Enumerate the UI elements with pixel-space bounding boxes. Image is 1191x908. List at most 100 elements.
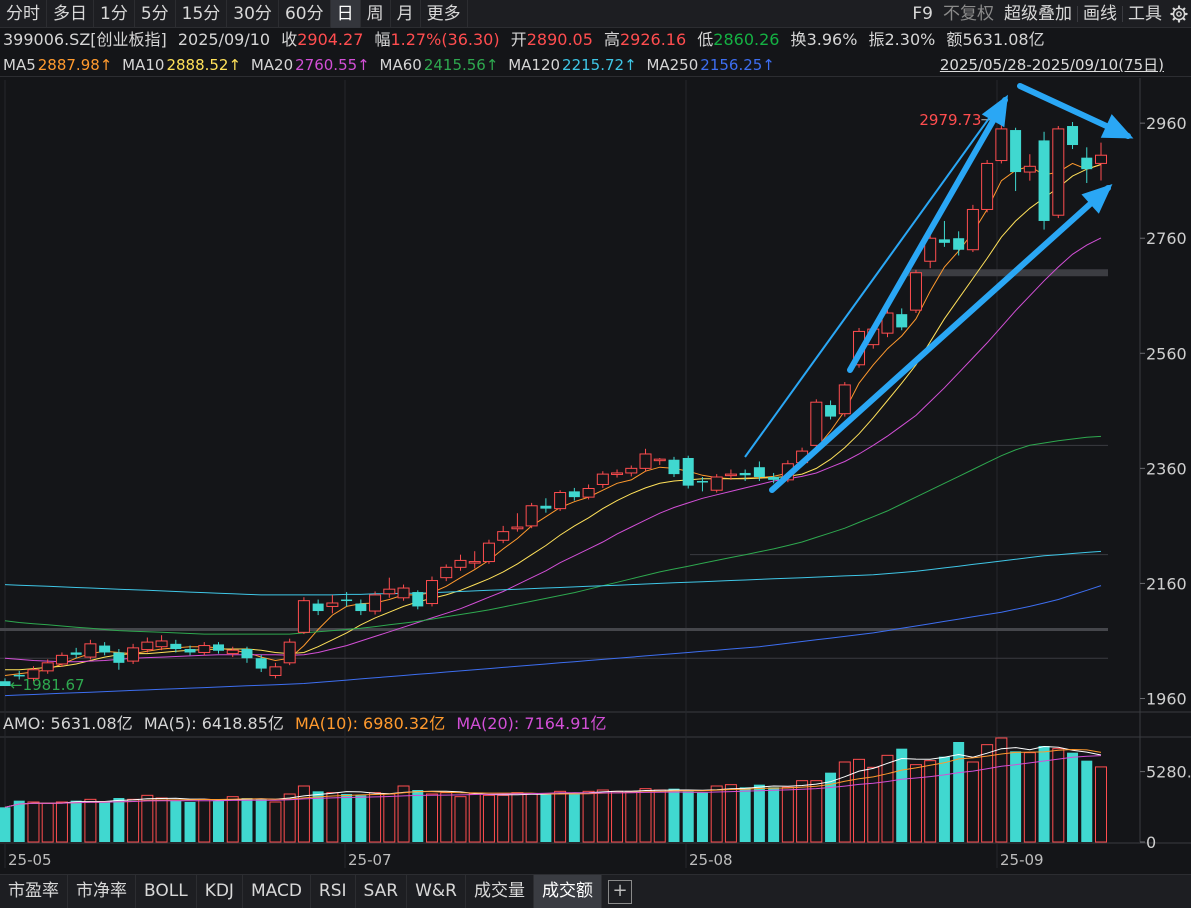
indicator-tab[interactable]: 成交额 [534, 875, 602, 908]
volume-bar [995, 737, 1008, 843]
volume-bar [540, 794, 552, 842]
candle-body [611, 472, 624, 475]
period-tab[interactable]: 5分 [135, 0, 176, 28]
period-tab[interactable]: 15分 [176, 0, 228, 28]
volume-bar [596, 789, 609, 843]
right-tools: F9 不复权 超级叠加 画线 工具 [907, 0, 1191, 28]
candle-body [369, 594, 382, 612]
close-label: 收 [281, 30, 298, 49]
f9-button[interactable]: F9 [912, 4, 933, 24]
period-tab[interactable]: 分时 [0, 0, 47, 28]
indicator-tab[interactable]: SAR [356, 875, 408, 908]
volume-bar [1023, 752, 1036, 843]
period-tab[interactable]: 多日 [47, 0, 94, 28]
candle-body [27, 669, 40, 679]
y-tick-label: 2760 [1146, 229, 1187, 248]
volume-bar [768, 787, 780, 842]
volume-ma10-line [4, 748, 1102, 808]
super-overlay-button[interactable]: 超级叠加 [1004, 4, 1072, 24]
high-value: 2926.16 [620, 30, 687, 49]
adjust-toggle[interactable]: 不复权 [943, 4, 994, 24]
ma120-value: 2215.72↑ [562, 56, 637, 74]
volume-bar [896, 748, 908, 842]
volume-bar [724, 784, 737, 843]
ma5-label: MA5 [3, 56, 36, 74]
volume-bar [170, 800, 182, 842]
volume-bar [525, 793, 538, 843]
kline-chart[interactable]: 25-05 25-07 25-08 25-09 1960 2160 2360 2560 2760… [0, 78, 1191, 874]
indicator-tab[interactable]: 成交量 [466, 875, 534, 908]
candle-body [639, 453, 652, 469]
period-tab[interactable]: 日 [330, 0, 361, 28]
period-tab[interactable]: 周 [361, 0, 391, 28]
candle-body [668, 459, 680, 475]
indicator-tab[interactable]: RSI [311, 875, 356, 908]
indicator-tab[interactable]: 市净率 [68, 875, 136, 908]
amo-ma20: MA(20): 7164.91亿 [456, 714, 607, 733]
volume-bar [312, 791, 324, 842]
volume-bar [938, 756, 950, 842]
ma60-label: MA60 [379, 56, 422, 74]
period-tab[interactable]: 更多 [421, 0, 468, 28]
candle-body [397, 587, 410, 599]
period-tab[interactable]: 60分 [279, 0, 331, 28]
candle-body [981, 162, 994, 210]
candle-body [525, 505, 538, 527]
candle-body [953, 238, 965, 250]
volume-bar [554, 790, 567, 843]
candle-body [70, 652, 82, 655]
low-annotation: ←1981.67 [10, 676, 85, 694]
ma250-label: MA250 [646, 56, 699, 74]
indicator-tab[interactable]: W&R [407, 875, 466, 908]
amplitude-label: 振 [868, 30, 885, 49]
gear-icon[interactable] [1167, 0, 1191, 28]
volume-bar [426, 793, 439, 843]
indicator-tab[interactable]: KDJ [197, 875, 243, 908]
volume-bar [639, 788, 652, 843]
date-range-link[interactable]: 2025/05/28-2025/09/10(75日) [939, 56, 1164, 74]
ma120-label: MA120 [508, 56, 561, 74]
candle-body [13, 674, 25, 677]
trend-arrow-thin [744, 109, 996, 458]
draw-line-button[interactable]: 画线 [1083, 4, 1117, 24]
volume-bar [796, 780, 809, 843]
amo-legend-row: AMO: 5631.08亿 MA(5): 6418.85亿 MA(10): 69… [0, 712, 613, 736]
low-value: 2860.26 [713, 30, 780, 49]
volume-bar [70, 800, 82, 842]
tool-divider [1122, 6, 1123, 22]
tools-button[interactable]: 工具 [1128, 4, 1162, 24]
y-tick-label: 2560 [1146, 344, 1187, 363]
indicator-tab[interactable]: MACD [243, 875, 311, 908]
candle-body [283, 641, 296, 664]
period-tab[interactable]: 1分 [94, 0, 135, 28]
add-tab-icon[interactable]: + [608, 880, 632, 904]
volume-bar [269, 801, 282, 843]
ma120-line [4, 550, 1102, 596]
candle-body [1052, 128, 1065, 216]
volume-bar [454, 796, 467, 843]
indicator-tab[interactable]: 市盈率 [0, 875, 68, 908]
x-tick-label: 25-09 [1000, 851, 1044, 869]
turnover-value: 3.96% [806, 30, 858, 49]
candle-body [326, 602, 339, 607]
volume-bar [255, 799, 267, 842]
candle-body [426, 580, 439, 605]
period-tab[interactable]: 30分 [227, 0, 279, 28]
volume-bar [838, 761, 851, 843]
quote-date: 2025/09/10 [177, 30, 271, 49]
candle-body [0, 681, 11, 687]
candle-body [226, 649, 239, 655]
candle-body [896, 314, 908, 328]
candle-body [1038, 140, 1050, 221]
candle-body [582, 487, 595, 498]
period-tab[interactable]: 月 [391, 0, 421, 28]
indicator-tab[interactable]: BOLL [136, 875, 197, 908]
candle-body [213, 644, 225, 651]
volume-bar [568, 792, 580, 842]
candle-body [540, 505, 552, 509]
candle-body [596, 473, 609, 485]
turnover-label: 换 [790, 30, 807, 49]
open-value: 2890.05 [526, 30, 593, 49]
volume-bar [867, 766, 880, 843]
volume-bar [99, 802, 111, 842]
